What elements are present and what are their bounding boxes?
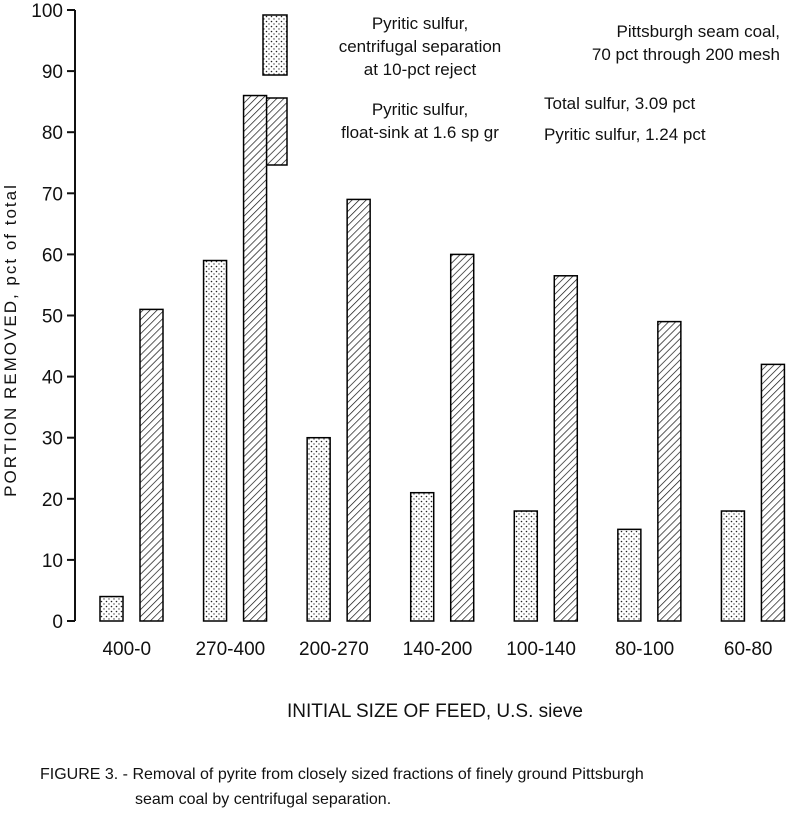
bar: [720, 510, 746, 622]
legend-swatch: [262, 14, 288, 76]
x-tick-label: 100-140: [506, 639, 576, 660]
legend-label: Pyritic sulfur, float-sink at 1.6 sp gr: [341, 100, 499, 142]
x-tick-label: 80-100: [615, 639, 674, 660]
y-tick-label: 50: [42, 307, 63, 328]
bar: [242, 94, 268, 622]
y-axis-label: PORTION REMOVED, pct of total: [1, 183, 20, 497]
bar: [202, 259, 228, 622]
bar: [553, 275, 579, 622]
y-tick-label: 70: [42, 184, 63, 205]
x-tick-label: 400-0: [102, 639, 151, 660]
bar: [513, 510, 539, 622]
x-tick-label: 270-400: [195, 639, 265, 660]
bar: [346, 198, 371, 622]
bar: [99, 595, 124, 622]
y-tick-label: 30: [42, 429, 63, 450]
y-tick-label: 10: [42, 551, 63, 572]
x-tick-label: 60-80: [724, 639, 773, 660]
y-tick-label: 90: [42, 62, 63, 83]
y-tick-label: 40: [42, 368, 63, 389]
y-tick-label: 80: [42, 123, 63, 144]
bar: [760, 363, 786, 622]
bar: [306, 436, 331, 622]
caption: FIGURE 3. - Removal of pyrite from close…: [40, 766, 644, 783]
annotation: Total sulfur, 3.09 pct: [544, 94, 696, 113]
x-tick-label: 200-270: [299, 639, 369, 660]
bar: [139, 308, 164, 622]
annotation: Pittsburgh seam coal, 70 pct through 200…: [591, 22, 780, 64]
y-tick-label: 0: [52, 612, 63, 633]
bar: [449, 253, 475, 622]
bar: [617, 528, 642, 622]
annotation: Pyritic sulfur, 1.24 pct: [544, 125, 706, 144]
legend-label: Pyritic sulfur, centrifugal separation a…: [338, 14, 502, 79]
y-tick-label: 20: [42, 490, 63, 511]
y-tick-label: 100: [31, 1, 63, 22]
x-axis-label: INITIAL SIZE OF FEED, U.S. sieve: [287, 701, 583, 722]
x-tick-label: 140-200: [403, 639, 473, 660]
bar: [409, 491, 435, 622]
bar: [657, 320, 682, 622]
y-tick-label: 60: [42, 245, 63, 266]
caption: seam coal by centrifugal separation.: [135, 791, 392, 808]
